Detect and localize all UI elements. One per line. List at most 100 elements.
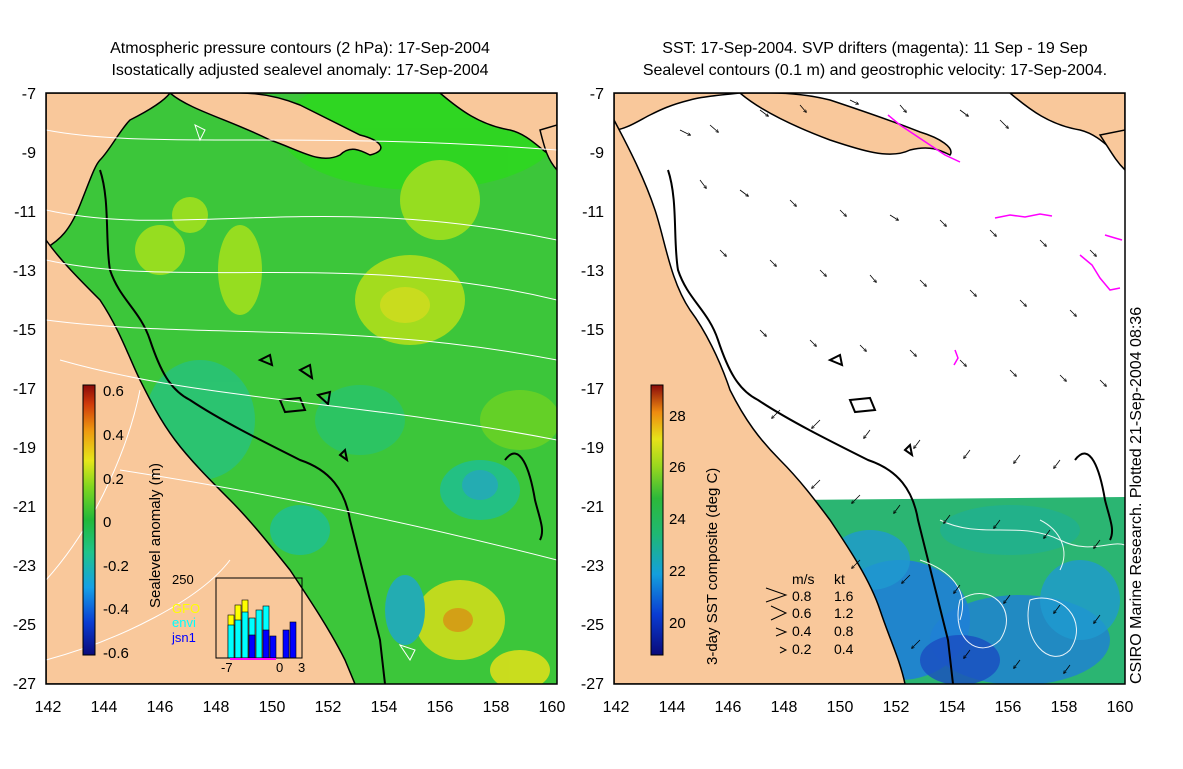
- lon-tick: 156: [995, 699, 1022, 716]
- speed-row-3-ms: 0.2: [792, 641, 812, 657]
- left-title-line1: Atmospheric pressure contours (2 hPa): 1…: [110, 40, 490, 57]
- inset-xtick-1: 0: [276, 660, 283, 675]
- sla-tick-0: 0.6: [103, 383, 124, 400]
- lon-tick: 154: [939, 699, 966, 716]
- speed-arrow-04: [775, 627, 788, 637]
- sst-colorbar: 28 26 24 22 20 3-day SST composite (deg …: [650, 384, 721, 665]
- lon-tick: 154: [371, 699, 398, 716]
- lon-tick: 142: [603, 699, 630, 716]
- lat-tick: -15: [13, 322, 36, 339]
- sla-tick-6: -0.6: [103, 645, 129, 662]
- sla-colorbar-label: Sealevel anomaly (m): [147, 463, 164, 608]
- lon-tick: 152: [883, 699, 910, 716]
- lon-tick: 144: [659, 699, 686, 716]
- sst-tick-1: 26: [669, 459, 686, 476]
- sst-tick-2: 24: [669, 511, 686, 528]
- lon-tick: 152: [315, 699, 342, 716]
- left-panel-title: Atmospheric pressure contours (2 hPa): 1…: [40, 38, 560, 82]
- lat-tick: -25: [581, 617, 604, 634]
- shelf-edge-right: [667, 169, 954, 684]
- inset-legend-gfo: GFO: [172, 601, 200, 616]
- sla-tick-5: -0.4: [103, 601, 129, 618]
- lat-tick: -23: [581, 558, 604, 575]
- sst-tick-4: 20: [669, 615, 686, 632]
- inset-legend-envi: envi: [172, 615, 196, 630]
- speed-row-1-ms: 0.6: [792, 605, 812, 621]
- reefs: [257, 353, 544, 541]
- lon-tick: 146: [715, 699, 742, 716]
- speed-row-2-kt: 0.8: [834, 623, 854, 639]
- lon-tick: 148: [771, 699, 798, 716]
- sst-tick-3: 22: [669, 563, 686, 580]
- inset-ymax-label: 250: [172, 572, 194, 587]
- track-inset: 250 GFO envi jsn1 -7 0 3: [171, 572, 305, 675]
- left-map: [46, 93, 557, 684]
- sla-tick-1: 0.4: [103, 427, 124, 444]
- lat-tick: -13: [13, 263, 36, 280]
- lon-tick: 158: [1051, 699, 1078, 716]
- sla-colorbar: 0.6 0.4 0.2 0 -0.2 -0.4 -0.6 Sealevel an…: [82, 383, 164, 662]
- sla-colorbar-ramp: [82, 384, 96, 656]
- right-map: [614, 93, 1125, 684]
- right-lat-axis: -7 -9 -11 -13 -15 -17 -19 -21 -23 -25 -2…: [581, 86, 604, 693]
- lon-tick: 150: [259, 699, 286, 716]
- lat-tick: -13: [581, 263, 604, 280]
- sla-tick-3: 0: [103, 514, 111, 531]
- right-title-line1: SST: 17-Sep-2004. SVP drifters (magenta)…: [662, 40, 1088, 57]
- lon-tick: 160: [1107, 699, 1134, 716]
- inset-bars: [227, 599, 297, 659]
- speed-row-1-kt: 1.2: [834, 605, 854, 621]
- lat-tick: -23: [13, 558, 36, 575]
- lat-tick: -11: [14, 204, 36, 221]
- lon-tick: 160: [539, 699, 566, 716]
- lon-tick: 146: [147, 699, 174, 716]
- left-lon-axis: 142 144 146 148 150 152 154 156 158 160: [35, 699, 566, 716]
- lat-tick: -7: [22, 86, 36, 103]
- lon-tick: 150: [827, 699, 854, 716]
- land-areas: [46, 93, 557, 684]
- lat-tick: -25: [13, 617, 36, 634]
- lat-tick: -27: [13, 676, 36, 693]
- sst-colorbar-ticks: 28 26 24 22 20: [669, 408, 686, 632]
- sst-colorbar-ramp: [650, 384, 664, 656]
- lat-tick: -17: [581, 381, 604, 398]
- lat-tick: -11: [582, 204, 604, 221]
- right-map-frame: [613, 92, 1126, 685]
- speed-row-3-kt: 0.4: [834, 641, 854, 657]
- speed-arrow-06: [770, 605, 788, 621]
- left-lat-axis: -7 -9 -11 -13 -15 -17 -19 -21 -23 -25 -2…: [13, 86, 36, 693]
- left-title-line2: Isostatically adjusted sealevel anomaly:…: [111, 62, 489, 79]
- lon-tick: 148: [203, 699, 230, 716]
- plot-credit: CSIRO Marine Research. Plotted 21-Sep-20…: [1128, 306, 1145, 684]
- reefs-right: [827, 353, 1114, 541]
- speed-arrow-08: [765, 587, 788, 603]
- lat-tick: -9: [22, 145, 36, 162]
- lat-tick: -7: [590, 86, 604, 103]
- land-areas-right: [614, 93, 1125, 684]
- sst-colorbar-label: 3-day SST composite (deg C): [704, 468, 721, 665]
- sla-colorbar-ticks: 0.6 0.4 0.2 0 -0.2 -0.4 -0.6: [103, 383, 129, 662]
- lat-tick: -15: [581, 322, 604, 339]
- lon-tick: 144: [91, 699, 118, 716]
- right-title-line2: Sealevel contours (0.1 m) and geostrophi…: [642, 62, 1108, 79]
- shelf-edge: [99, 169, 386, 684]
- lat-tick: -21: [13, 499, 36, 516]
- lat-tick: -9: [590, 145, 604, 162]
- sst-tick-0: 28: [669, 408, 686, 425]
- lon-tick: 142: [35, 699, 62, 716]
- lat-tick: -21: [581, 499, 604, 516]
- speed-legend: m/s kt 0.8 1.6 0.6 1.2 0.4 0.8 0.2 0.4: [765, 571, 854, 657]
- sealevel-contours: [919, 519, 1125, 657]
- lon-tick: 158: [483, 699, 510, 716]
- lat-tick: -17: [13, 381, 36, 398]
- speed-row-0-kt: 1.6: [834, 588, 854, 604]
- right-lon-axis: 142 144 146 148 150 152 154 156 158 160: [603, 699, 1134, 716]
- lat-tick: -19: [581, 440, 604, 457]
- pressure-contours: [46, 124, 557, 661]
- velocity-vectors: [679, 99, 1106, 673]
- inset-legend-jsn1: jsn1: [171, 630, 196, 645]
- speed-row-2-ms: 0.4: [792, 623, 812, 639]
- lat-tick: -27: [581, 676, 604, 693]
- inset-xtick-2: 3: [298, 660, 305, 675]
